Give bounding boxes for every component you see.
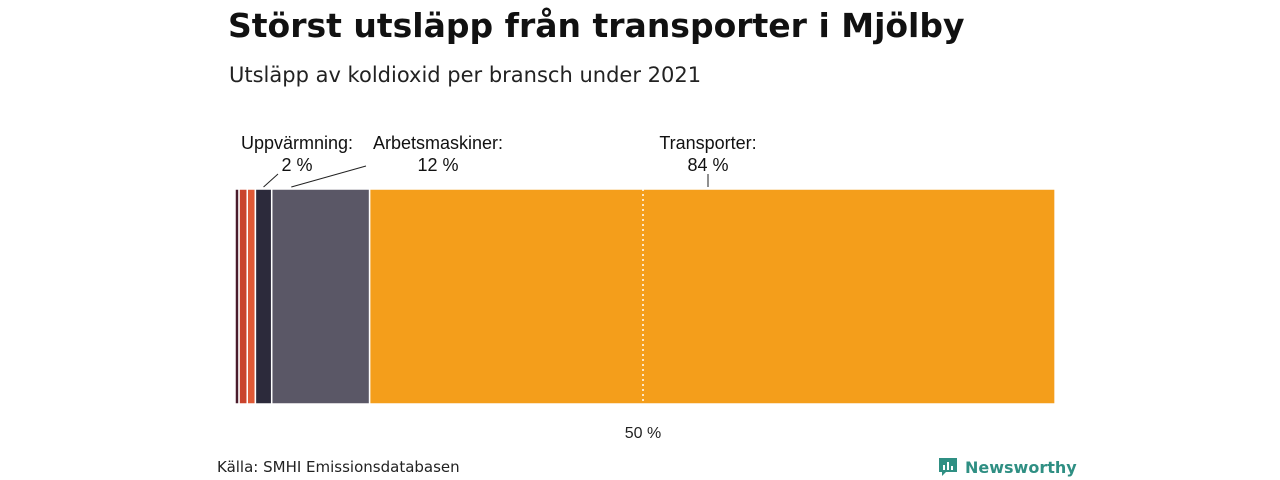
leader-line-arbetsmaskiner [291, 165, 367, 188]
chart-title: Störst utsläpp från transporter i Mjölby [228, 6, 965, 45]
bar-segment-transporter [368, 188, 1056, 405]
label-value-uppvärmning: 2 % [281, 155, 312, 175]
brand-name: Newsworthy [965, 457, 1077, 477]
label-value-arbetsmaskiner: 12 % [417, 155, 458, 175]
bar-segment-uppvärmning [254, 188, 273, 405]
chart-subtitle: Utsläpp av koldioxid per bransch under 2… [229, 63, 702, 87]
brand-logo: Newsworthy [937, 456, 1077, 478]
leader-line-uppvärmning [263, 173, 279, 188]
label-arbetsmaskiner: Arbetsmaskiner: [373, 133, 503, 153]
source-note: Källa: SMHI Emissionsdatabasen [217, 458, 460, 476]
label-uppvärmning: Uppvärmning: [241, 133, 353, 153]
label-value-transporter: 84 % [687, 155, 728, 175]
label-transporter: Transporter: [659, 133, 756, 153]
bar-segment-other-2 [246, 188, 257, 405]
newsworthy-logo-icon [939, 458, 957, 476]
reference-line-label: 50 % [625, 425, 661, 442]
bar-segment-other-1 [238, 188, 248, 405]
bar-segment-arbetsmaskiner [270, 188, 371, 405]
